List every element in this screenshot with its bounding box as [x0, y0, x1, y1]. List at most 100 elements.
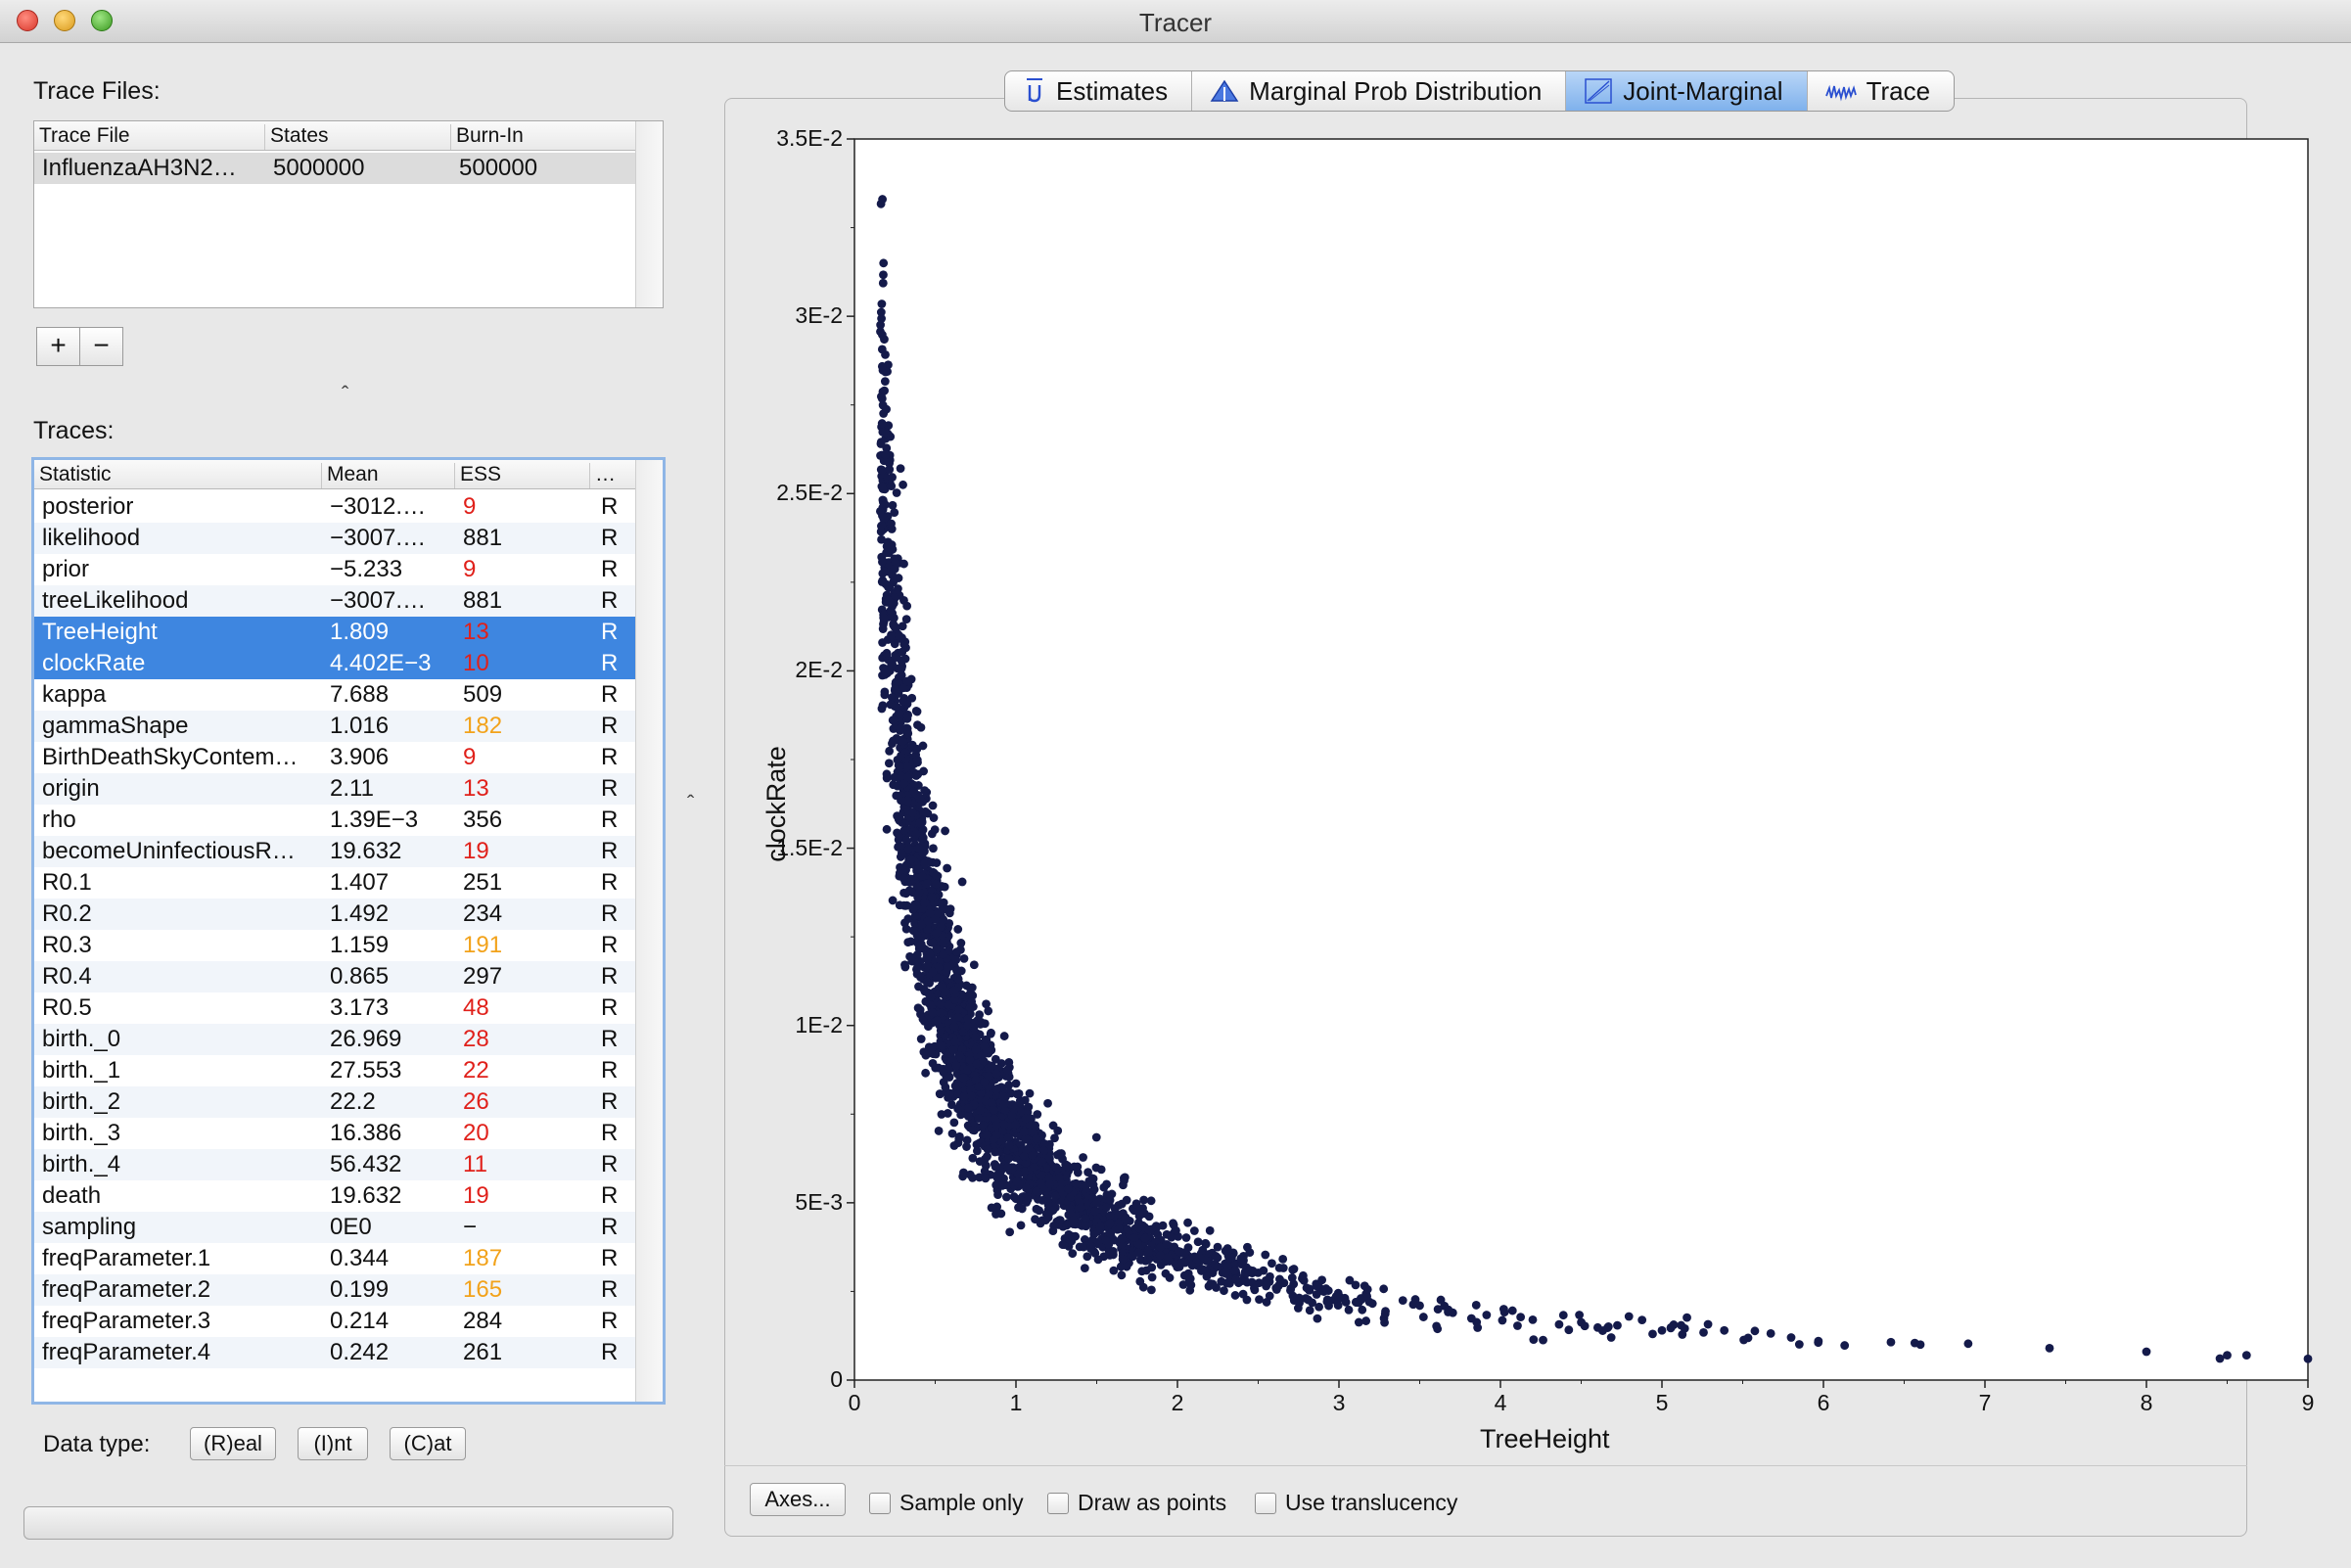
trace-mean: 3.173 — [330, 994, 390, 1021]
remove-trace-file-button[interactable]: − — [79, 327, 123, 366]
add-trace-file-button[interactable]: + — [36, 327, 80, 366]
trace-row[interactable]: R0.3 1.159 191 R — [34, 930, 635, 961]
trace-row[interactable]: clockRate 4.402E−3 10 R — [34, 648, 635, 679]
trace-file-name: InfluenzaAH3N2… — [42, 155, 237, 181]
traces-header: Statistic Mean ESS … — [34, 460, 635, 489]
column-header-states[interactable]: States — [265, 124, 451, 150]
zoom-window-button[interactable] — [91, 10, 113, 31]
column-header-burn-in[interactable]: Burn-In — [456, 124, 524, 147]
mu-icon — [1027, 78, 1042, 103]
trace-statistic: birth._1 — [42, 1057, 121, 1084]
trace-row[interactable]: becomeUninfectiousR… 19.632 19 R — [34, 836, 635, 867]
trace-ess: 881 — [463, 525, 503, 551]
trace-statistic: sampling — [42, 1214, 137, 1240]
trace-type: R — [601, 681, 619, 708]
data-type-cat-button[interactable]: (C)at — [390, 1427, 466, 1460]
trace-row[interactable]: prior −5.233 9 R — [34, 554, 635, 585]
splitter-handle-icon[interactable]: ˆ — [687, 791, 695, 815]
trace-statistic: gammaShape — [42, 713, 189, 739]
trace-mean: −3012.… — [330, 493, 427, 520]
trace-row[interactable]: likelihood −3007.… 881 R — [34, 523, 635, 554]
trace-statistic: freqParameter.1 — [42, 1245, 211, 1271]
tab-joint-marginal[interactable]: Joint-Marginal — [1566, 71, 1808, 111]
tab-joint-marginal-label: Joint-Marginal — [1623, 75, 1783, 106]
trace-mean: 1.159 — [330, 932, 390, 958]
plot-background — [854, 139, 2308, 1380]
trace-row[interactable]: birth._0 26.969 28 R — [34, 1024, 635, 1055]
trace-row[interactable]: kappa 7.688 509 R — [34, 679, 635, 711]
column-header-ess[interactable]: ESS — [455, 463, 590, 488]
trace-row[interactable]: R0.2 1.492 234 R — [34, 899, 635, 930]
column-header-mean[interactable]: Mean — [322, 463, 455, 488]
trace-row[interactable]: BirthDeathSkyContem… 3.906 9 R — [34, 742, 635, 773]
trace-mean: −3007.… — [330, 525, 427, 551]
column-header-statistic[interactable]: Statistic — [34, 463, 322, 488]
trace-row[interactable]: origin 2.11 13 R — [34, 773, 635, 805]
traces-scrollbar[interactable] — [635, 460, 663, 1402]
trace-row[interactable]: birth._1 27.553 22 R — [34, 1055, 635, 1086]
trace-row[interactable]: death 19.632 19 R — [34, 1180, 635, 1212]
data-type-int-button[interactable]: (I)nt — [298, 1427, 368, 1460]
trace-row[interactable]: birth._2 22.2 26 R — [34, 1086, 635, 1118]
sample-only-checkbox[interactable]: Sample only — [869, 1490, 1024, 1516]
trace-row[interactable]: posterior −3012.… 9 R — [34, 491, 635, 523]
trace-mean: 22.2 — [330, 1088, 376, 1115]
trace-row[interactable]: R0.4 0.865 297 R — [34, 961, 635, 992]
trace-row[interactable]: freqParameter.1 0.344 187 R — [34, 1243, 635, 1274]
trace-files-scrollbar[interactable] — [635, 121, 663, 307]
trace-row[interactable]: sampling 0E0 − R — [34, 1212, 635, 1243]
axes-button[interactable]: Axes... — [750, 1483, 846, 1516]
draw-as-points-checkbox-box[interactable] — [1047, 1492, 1069, 1514]
trace-row[interactable]: gammaShape 1.016 182 R — [34, 711, 635, 742]
trace-ess: 13 — [463, 775, 489, 802]
use-translucency-checkbox-box[interactable] — [1255, 1492, 1276, 1514]
tab-marginal-prob-distribution[interactable]: Marginal Prob Distribution — [1192, 71, 1567, 111]
trace-row[interactable]: birth._4 56.432 11 R — [34, 1149, 635, 1180]
trace-ess: 297 — [463, 963, 503, 990]
window-title: Tracer — [1138, 8, 1213, 37]
analysis-tabs: Estimates Marginal Prob Distribution Joi… — [1004, 70, 1956, 112]
trace-ess: 191 — [463, 932, 503, 958]
x-tick-label: 8 — [2140, 1390, 2153, 1415]
trace-mean: 26.969 — [330, 1026, 402, 1052]
tab-estimates[interactable]: Estimates — [1005, 71, 1193, 111]
trace-row[interactable]: freqParameter.4 0.242 261 R — [34, 1337, 635, 1368]
trace-mean: 27.553 — [330, 1057, 402, 1084]
trace-row[interactable]: R0.1 1.407 251 R — [34, 867, 635, 899]
column-header-trace-file[interactable]: Trace File — [34, 124, 265, 150]
column-header-type[interactable]: … — [595, 463, 616, 485]
trace-row[interactable]: TreeHeight 1.809 13 R — [34, 617, 635, 648]
tab-estimates-label: Estimates — [1056, 75, 1169, 106]
trace-ess: 284 — [463, 1308, 503, 1334]
minimize-window-button[interactable] — [54, 10, 75, 31]
trace-row[interactable]: freqParameter.2 0.199 165 R — [34, 1274, 635, 1306]
sample-only-checkbox-box[interactable] — [869, 1492, 891, 1514]
x-tick-label: 6 — [1817, 1390, 1830, 1415]
trace-ess: 9 — [463, 493, 477, 520]
trace-type: R — [601, 1339, 619, 1365]
tab-marginal-label: Marginal Prob Distribution — [1249, 75, 1543, 106]
trace-ess: 881 — [463, 587, 503, 614]
trace-statistic: death — [42, 1182, 102, 1209]
trace-row[interactable]: treeLikelihood −3007.… 881 R — [34, 585, 635, 617]
trace-type: R — [601, 1245, 619, 1271]
close-window-button[interactable] — [17, 10, 38, 31]
data-type-real-button[interactable]: (R)eal — [190, 1427, 276, 1460]
trace-file-row[interactable]: InfluenzaAH3N2… 5000000 500000 — [34, 153, 635, 184]
trace-row[interactable]: birth._3 16.386 20 R — [34, 1118, 635, 1149]
trace-statistic: R0.3 — [42, 932, 92, 958]
splitter-handle-icon[interactable]: ˆ — [342, 382, 349, 406]
draw-as-points-checkbox[interactable]: Draw as points — [1047, 1490, 1226, 1516]
trace-row[interactable]: R0.5 3.173 48 R — [34, 992, 635, 1024]
trace-files-table[interactable]: Trace File States Burn-In InfluenzaAH3N2… — [33, 120, 664, 308]
trace-row[interactable]: rho 1.39E−3 356 R — [34, 805, 635, 836]
trace-mean: 1.492 — [330, 900, 390, 927]
use-translucency-checkbox[interactable]: Use translucency — [1255, 1490, 1457, 1516]
trace-row[interactable]: freqParameter.3 0.214 284 R — [34, 1306, 635, 1337]
trace-type: R — [601, 869, 619, 896]
trace-file-burnin[interactable]: 500000 — [459, 155, 538, 181]
trace-mean: 4.402E−3 — [330, 650, 432, 676]
tab-trace[interactable]: Trace — [1808, 71, 1954, 111]
y-tick-label: 2E-2 — [795, 657, 843, 683]
